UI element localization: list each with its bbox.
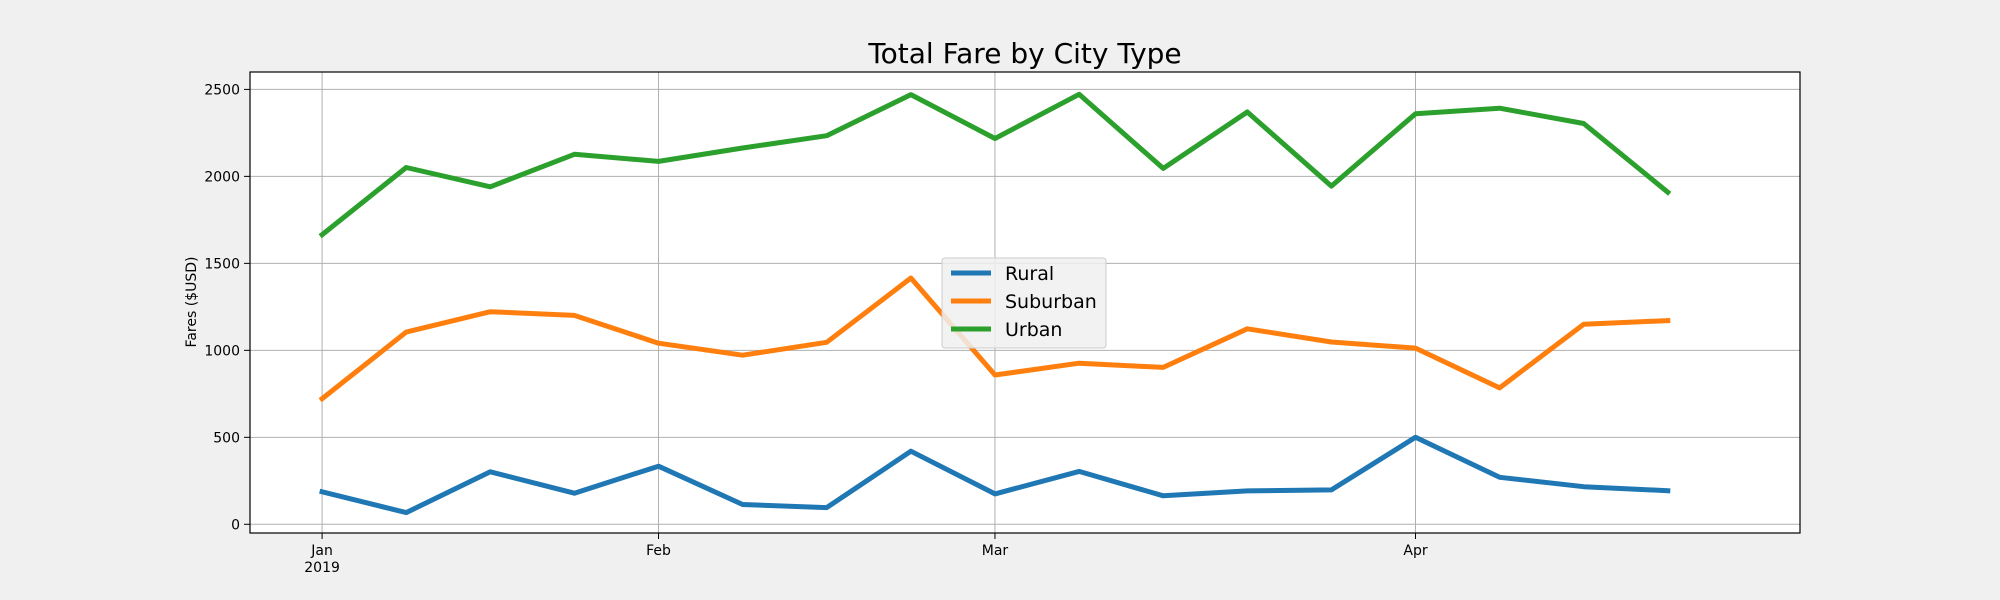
chart-title: Total Fare by City Type [867, 37, 1181, 70]
y-tick-label: 2000 [204, 169, 240, 185]
grid [250, 72, 1800, 533]
x-tick-label: Mar [982, 543, 1009, 559]
series-line-rural [319, 434, 1671, 516]
x-tick-label: Jan [310, 543, 333, 559]
y-axis-label: Fares ($USD) [184, 257, 200, 348]
legend-label-rural: Rural [1005, 263, 1054, 285]
series-line-urban [318, 91, 1672, 239]
legend-label-urban: Urban [1005, 319, 1062, 341]
x-tick-label: Apr [1403, 543, 1427, 559]
y-tick-label: 1000 [204, 343, 240, 359]
x-tick-sublabel: 2019 [304, 560, 340, 576]
legend-box [941, 257, 1107, 349]
y-axis: 0 500 1000 1500 2000 2500 [204, 82, 250, 533]
plot-frame [249, 71, 1801, 534]
y-tick-label: 2500 [204, 82, 240, 98]
y-tick-label: 0 [231, 517, 240, 533]
y-tick-label: 1500 [204, 256, 240, 272]
series-line-suburban [318, 275, 1671, 403]
legend-label-suburban: Suburban [1005, 291, 1097, 313]
legend: Rural Suburban Urban [941, 257, 1107, 349]
y-tick-label: 500 [213, 430, 240, 446]
x-tick-label: Feb [646, 543, 671, 559]
series-lines [318, 91, 1672, 516]
